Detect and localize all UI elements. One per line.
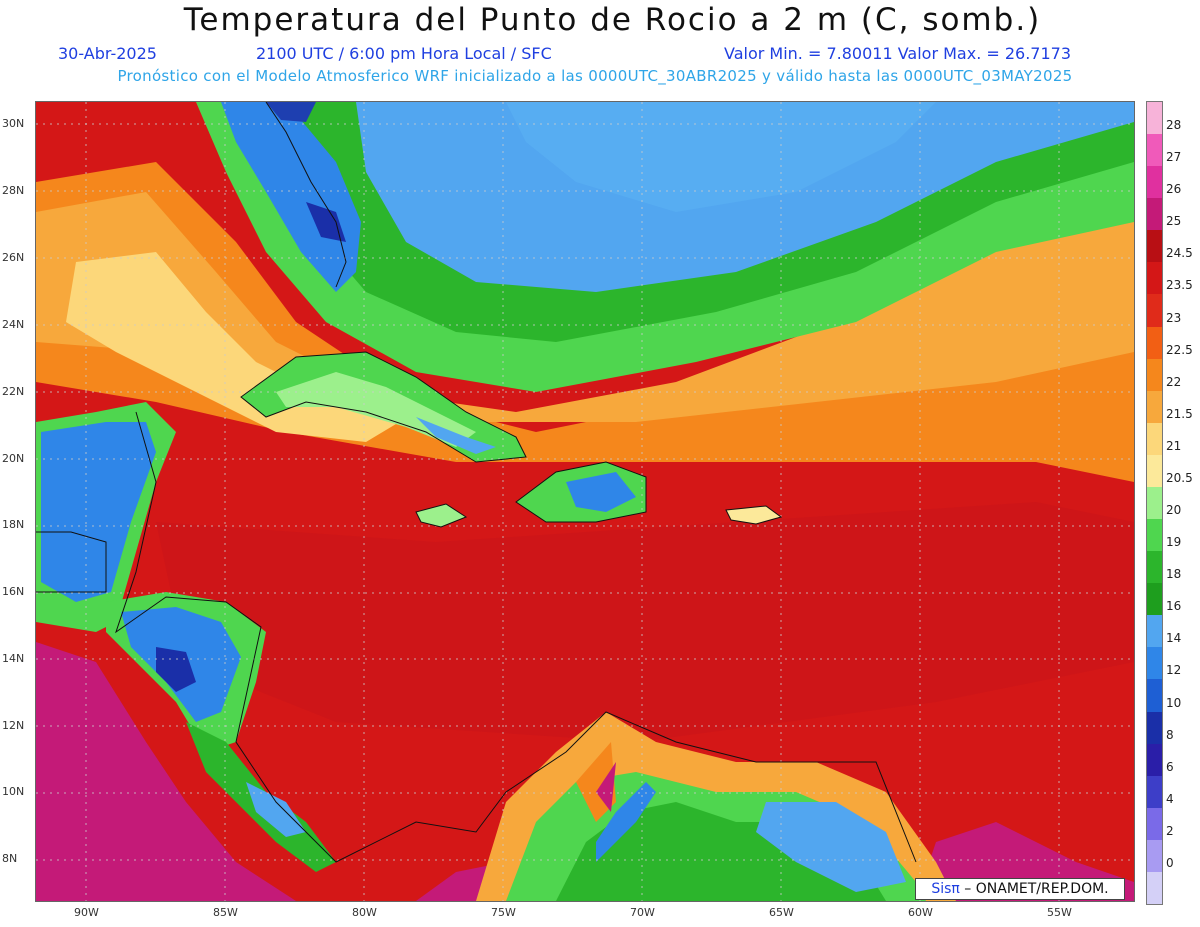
- lat-label: 30N: [2, 117, 25, 130]
- color-scale-label: 21: [1166, 438, 1182, 453]
- color-scale-label: 20: [1166, 503, 1182, 518]
- color-swatch: [1147, 871, 1162, 905]
- color-scale-label: 14: [1166, 631, 1182, 646]
- color-swatch: [1147, 647, 1162, 680]
- color-scale-label: 26: [1166, 182, 1182, 197]
- color-scale-label: 16: [1166, 599, 1182, 614]
- color-scale-label: 21.5: [1166, 406, 1193, 421]
- credit-text: – ONAMET/REP.DOM.: [959, 881, 1109, 897]
- lat-label: 12N: [2, 719, 25, 732]
- color-scale-label: 23: [1166, 310, 1182, 325]
- map-title: Temperatura del Punto de Rocio a 2 m (C,…: [183, 2, 1042, 38]
- color-scale-label: 22.5: [1166, 342, 1193, 357]
- dewpoint-map[interactable]: [35, 101, 1135, 902]
- color-swatch: [1147, 422, 1162, 456]
- color-scale-label: 19: [1166, 535, 1182, 550]
- lat-label: 10N: [2, 785, 25, 798]
- color-swatch: [1147, 358, 1162, 392]
- color-swatch: [1147, 134, 1162, 167]
- lat-label: 18N: [2, 518, 25, 531]
- color-swatch: [1147, 198, 1162, 231]
- color-swatch: [1147, 390, 1162, 424]
- color-swatch: [1147, 711, 1162, 745]
- color-scale-label: 20.5: [1166, 470, 1193, 485]
- color-scale-label: 4: [1166, 791, 1174, 806]
- model-info-line: Pronóstico con el Modelo Atmosferico WRF…: [117, 67, 1073, 85]
- forecast-time: 2100 UTC / 6:00 pm Hora Local / SFC: [256, 44, 552, 63]
- color-swatch: [1147, 839, 1162, 873]
- color-swatch: [1147, 519, 1162, 552]
- color-scale-label: 28: [1166, 118, 1182, 133]
- map-canvas: [36, 102, 1134, 901]
- lon-label: 55W: [1047, 906, 1072, 919]
- lat-label: 20N: [2, 452, 25, 465]
- lat-label: 28N: [2, 184, 25, 197]
- color-scale-label: 27: [1166, 150, 1182, 165]
- color-swatch: [1147, 166, 1162, 199]
- forecast-date: 30-Abr-2025: [58, 44, 157, 63]
- color-swatch: [1147, 262, 1162, 295]
- color-swatch: [1147, 294, 1162, 328]
- color-swatch: [1147, 454, 1162, 488]
- color-scale-label: 25: [1166, 214, 1182, 229]
- color-scale-label: 8: [1166, 727, 1174, 742]
- lat-label: 22N: [2, 385, 25, 398]
- color-swatch: [1147, 583, 1162, 616]
- lat-label: 8N: [2, 852, 18, 865]
- color-scale-label: 6: [1166, 759, 1174, 774]
- lon-label: 65W: [769, 906, 794, 919]
- credit-box: Sisπ – ONAMET/REP.DOM.: [915, 878, 1125, 900]
- color-swatch: [1147, 743, 1162, 777]
- color-scale-label: 23.5: [1166, 278, 1193, 293]
- color-swatch: [1147, 807, 1162, 841]
- lon-label: 85W: [213, 906, 238, 919]
- color-swatch: [1147, 486, 1162, 520]
- lon-label: 75W: [491, 906, 516, 919]
- color-scale-label: 2: [1166, 823, 1174, 838]
- lon-label: 90W: [74, 906, 99, 919]
- color-scale-label: 22: [1166, 374, 1182, 389]
- color-scale-label: 10: [1166, 695, 1182, 710]
- min-max-values: Valor Min. = 7.80011 Valor Max. = 26.717…: [724, 44, 1072, 63]
- color-scale-label: 18: [1166, 567, 1182, 582]
- lat-label: 26N: [2, 251, 25, 264]
- lon-label: 80W: [352, 906, 377, 919]
- lat-label: 24N: [2, 318, 25, 331]
- color-swatch: [1147, 551, 1162, 584]
- color-swatch: [1147, 615, 1162, 648]
- color-swatch: [1147, 775, 1162, 809]
- credit-brand: Sisπ: [931, 881, 960, 897]
- color-swatch: [1147, 326, 1162, 360]
- color-scale-label: 0: [1166, 855, 1174, 870]
- color-scale-bar: [1146, 101, 1163, 905]
- lat-label: 14N: [2, 652, 25, 665]
- color-swatch: [1147, 102, 1162, 135]
- lon-label: 70W: [630, 906, 655, 919]
- lat-label: 16N: [2, 585, 25, 598]
- color-swatch: [1147, 230, 1162, 263]
- lon-label: 60W: [908, 906, 933, 919]
- color-scale-label: 24.5: [1166, 246, 1193, 261]
- color-scale-label: 12: [1166, 663, 1182, 678]
- color-swatch: [1147, 679, 1162, 713]
